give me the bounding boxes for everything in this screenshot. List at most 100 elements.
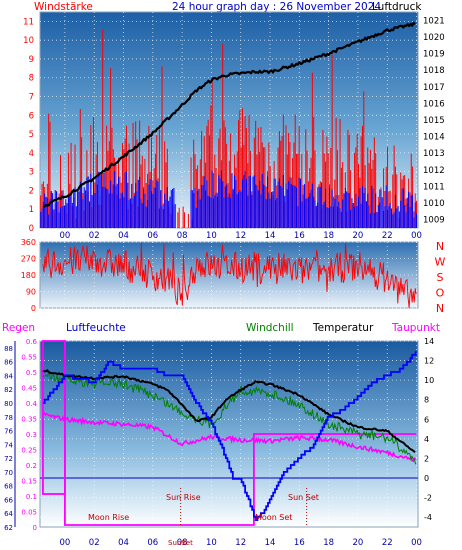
x-tick-label: 08: [177, 231, 188, 241]
temp-tick-label: 6: [424, 415, 429, 424]
humidity-tick-label: 86: [4, 359, 13, 367]
wind-tick-label: 1: [29, 205, 34, 215]
humidity-tick-label: 74: [4, 441, 13, 449]
humidity-tick-label: 68: [4, 483, 13, 491]
x-tick-label: 12: [235, 231, 246, 241]
x-tick-label: 02: [89, 538, 100, 548]
rain-line: [64, 341, 417, 526]
humidity-tick-label: 82: [4, 386, 13, 394]
rain-tick-label: 0.55: [21, 354, 37, 362]
rain-tick-label: 0.05: [21, 509, 37, 517]
humidity-tick-label: 76: [4, 428, 13, 436]
temp-humidity-ticks: 14121086420-2-48886848280787674727068666…: [4, 337, 434, 548]
x-tick-label: 16: [294, 538, 305, 548]
pressure-tick-label: 1016: [423, 99, 445, 109]
humidity-tick-label: 72: [4, 455, 13, 463]
wind-dir-tick-label: 90: [26, 288, 36, 297]
temp-tick-label: -2: [424, 494, 432, 503]
windchill-legend: Windchill: [246, 322, 294, 334]
wind-tick-label: 3: [29, 168, 34, 178]
compass-label: O: [436, 287, 445, 300]
pressure-tick-label: 1010: [423, 199, 445, 209]
temp-tick-label: 12: [424, 357, 434, 366]
x-tick-label: 12: [235, 538, 246, 548]
wind-dir-tick-label: 270: [21, 255, 36, 264]
compass-label: N: [436, 302, 444, 315]
wind-tick-label: 0: [29, 224, 34, 234]
pressure-tick-label: 1009: [423, 216, 445, 226]
temp-tick-label: 0: [424, 474, 429, 483]
compass-label: N: [436, 240, 444, 253]
humidity-axis-title: Luftfeuchte: [66, 322, 126, 334]
rain-tick-label: 0.3: [26, 431, 37, 439]
temp-tick-label: 4: [424, 435, 429, 444]
pressure-tick-label: 1021: [423, 16, 445, 26]
rain-tick-label: 0.15: [21, 478, 37, 486]
rain-tick-label: 0.45: [21, 385, 37, 393]
x-tick-label: 04: [118, 231, 129, 241]
humidity-tick-label: 64: [4, 510, 13, 518]
pressure-line: [42, 21, 416, 208]
pressure-tick-label: 1019: [423, 50, 445, 60]
x-tick-label: 00: [411, 231, 422, 241]
rain-tick-label: 0.2: [26, 462, 37, 470]
wind-pressure-chart: 0123456789101110091010101110121013101410…: [23, 11, 445, 241]
temp-tick-label: 14: [424, 337, 434, 346]
dewpoint-line: [42, 411, 417, 463]
x-tick-label: 10: [206, 538, 217, 548]
sun-rise-label: Sun Rise: [166, 493, 201, 502]
pressure-tick-label: 1018: [423, 66, 445, 76]
pressure-tick-label: 1014: [423, 133, 445, 143]
x-tick-label: 10: [206, 231, 217, 241]
compass-label: S: [437, 271, 444, 284]
humidity-tick-label: 62: [4, 524, 13, 532]
humidity-tick-label: 70: [4, 469, 13, 477]
windchill-line: [42, 371, 417, 465]
x-tick-label: 20: [353, 231, 364, 241]
temperature-legend: Temperatur: [312, 322, 374, 334]
temp-humidity-chart: 14121086420-2-48886848280787674727068666…: [4, 337, 434, 548]
sun-set-label: Sun Set: [288, 493, 319, 502]
humidity-tick-label: 78: [4, 414, 13, 422]
x-tick-label: 18: [323, 538, 334, 548]
rain-tick-label: 0.1: [26, 493, 37, 501]
humidity-tick-label: 84: [4, 372, 13, 380]
x-tick-label: 22: [382, 538, 393, 548]
wind-dir-tick-label: 360: [21, 238, 36, 247]
wind-tick-label: 9: [29, 55, 34, 65]
x-tick-label: 20: [353, 538, 364, 548]
wind-axis-title: Windstärke: [34, 1, 93, 13]
temp-tick-label: 10: [424, 376, 434, 385]
temp-humidity-marks: [42, 340, 417, 526]
pressure-tick-label: 1017: [423, 83, 445, 93]
wind-tick-label: 4: [29, 149, 34, 159]
pressure-axis-title: Luftdruck: [372, 1, 422, 13]
rain-tick-label: 0: [33, 524, 37, 532]
pressure-tick-label: 1015: [423, 116, 445, 126]
wind-dir-tick-label: 180: [21, 271, 36, 280]
wind-tick-label: 6: [29, 111, 34, 121]
rain-axis-title: Regen: [2, 322, 35, 334]
x-tick-label: 22: [382, 231, 393, 241]
wind-tick-label: 8: [29, 74, 34, 84]
temperature-line: [42, 369, 416, 454]
rain-tick-label: 0.35: [21, 416, 37, 424]
wind-tick-label: 2: [29, 186, 34, 196]
humidity-tick-label: 66: [4, 496, 13, 504]
wind-dir-tick-label: 0: [31, 304, 36, 313]
wind-tick-label: 10: [23, 36, 34, 46]
x-tick-label: 18: [323, 231, 334, 241]
wind-pressure-ticks: 0123456789101110091010101110121013101410…: [23, 16, 444, 241]
x-tick-label: 04: [118, 538, 129, 548]
x-tick-label: 14: [265, 538, 276, 548]
wind-tick-label: 7: [29, 93, 34, 103]
pressure-tick-label: 1020: [423, 33, 445, 43]
x-tick-label: 00: [411, 538, 422, 548]
x-tick-label: 06: [147, 538, 158, 548]
compass-label: W: [435, 256, 446, 269]
rain-tick-label: 0.5: [26, 369, 37, 377]
temp-tick-label: 2: [424, 454, 429, 463]
rain-tick-label: 0.4: [26, 400, 38, 408]
wind-tick-label: 11: [23, 17, 34, 27]
